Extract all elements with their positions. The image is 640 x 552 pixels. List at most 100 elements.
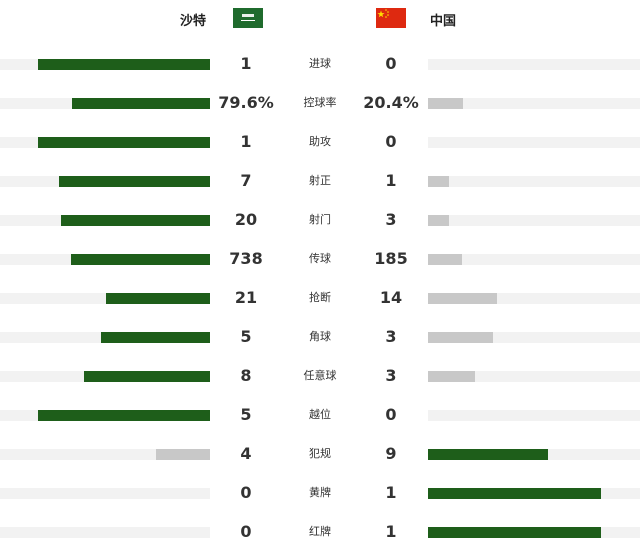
away-stat-value: 0 (385, 132, 397, 151)
stat-row: 7 射正 1 (0, 162, 640, 201)
away-bar-track (428, 488, 640, 499)
home-stat-value: 5 (240, 327, 252, 346)
away-stat-value: 3 (385, 327, 397, 346)
home-bar-fill (100, 332, 210, 343)
stat-row: 21 抢断 14 (0, 279, 640, 318)
stat-label: 犯规 (309, 447, 331, 460)
stat-row: 0 红牌 1 (0, 513, 640, 552)
stat-label: 越位 (309, 408, 331, 421)
away-bar-fill (428, 527, 601, 538)
home-stat-value: 5 (240, 405, 252, 424)
away-bar-track (428, 59, 640, 70)
away-stat-value: 14 (379, 288, 403, 307)
home-stat-value: 0 (240, 522, 252, 541)
home-bar-fill (60, 215, 210, 226)
home-bar-track (0, 98, 210, 109)
home-stat-value: 4 (240, 444, 252, 463)
away-stat-value: 1 (385, 171, 397, 190)
home-bar-track (0, 410, 210, 421)
stat-label: 黄牌 (309, 486, 331, 499)
home-bar-fill (72, 98, 210, 109)
away-bar-track (428, 410, 640, 421)
stat-row: 5 角球 3 (0, 318, 640, 357)
home-stat-value: 7 (240, 171, 252, 190)
away-bar-fill (428, 215, 450, 226)
home-bar-track (0, 137, 210, 148)
home-stat-value: 738 (229, 249, 263, 268)
home-bar-fill (37, 410, 210, 421)
away-bar-track (428, 176, 640, 187)
away-stat-value: 1 (385, 483, 397, 502)
stat-label: 任意球 (303, 369, 337, 382)
stat-label: 射门 (309, 213, 331, 226)
stat-label: 助攻 (309, 135, 331, 148)
home-stat-value: 1 (240, 132, 252, 151)
home-bar-fill (106, 293, 210, 304)
home-stat-value: 79.6% (218, 93, 274, 112)
home-stat-value: 21 (234, 288, 258, 307)
stat-row: 4 犯规 9 (0, 435, 640, 474)
away-bar-fill (428, 449, 548, 460)
away-team-name: 中国 (430, 14, 457, 29)
china-flag-icon (376, 8, 406, 28)
away-bar-fill (428, 98, 463, 109)
stat-row: 20 射门 3 (0, 201, 640, 240)
home-bar-track (0, 527, 210, 538)
away-bar-fill (428, 371, 475, 382)
away-bar-fill (428, 293, 497, 304)
away-bar-track (428, 293, 640, 304)
away-bar-track (428, 254, 640, 265)
home-bar-fill (37, 137, 210, 148)
home-bar-track (0, 488, 210, 499)
stat-label: 红牌 (309, 525, 331, 538)
stat-row: 1 进球 0 (0, 45, 640, 84)
stat-label: 传球 (309, 252, 331, 265)
home-bar-fill (37, 59, 210, 70)
away-stat-value: 3 (385, 366, 397, 385)
saudi-arabia-flag-icon (233, 8, 263, 28)
stats-table: 1 进球 0 79.6% 控球率 20.4% 1 助攻 0 7 射正 1 20 射门 3 738 传球 185 21… (0, 45, 640, 552)
home-bar-fill (84, 371, 210, 382)
home-bar-fill (71, 254, 210, 265)
away-bar-fill (428, 488, 601, 499)
away-bar-fill (428, 332, 493, 343)
match-header: 沙特 中国 (0, 0, 640, 36)
stat-label: 抢断 (309, 291, 331, 304)
away-bar-track (428, 527, 640, 538)
away-stat-value: 1 (385, 522, 397, 541)
away-stat-value: 3 (385, 210, 397, 229)
stat-row: 79.6% 控球率 20.4% (0, 84, 640, 123)
away-bar-fill (428, 176, 450, 187)
away-bar-track (428, 137, 640, 148)
away-stat-value: 9 (385, 444, 397, 463)
home-bar-track (0, 293, 210, 304)
home-stat-value: 8 (240, 366, 252, 385)
home-bar-track (0, 176, 210, 187)
away-stat-value: 0 (385, 54, 397, 73)
home-stat-value: 1 (240, 54, 252, 73)
stat-row: 8 任意球 3 (0, 357, 640, 396)
away-stat-value: 185 (374, 249, 408, 268)
away-bar-track (428, 332, 640, 343)
stat-label: 角球 (309, 330, 331, 343)
home-stat-value: 0 (240, 483, 252, 502)
home-bar-track (0, 215, 210, 226)
home-bar-fill (156, 449, 210, 460)
home-bar-track (0, 449, 210, 460)
home-bar-track (0, 332, 210, 343)
stat-row: 0 黄牌 1 (0, 474, 640, 513)
stat-row: 738 传球 185 (0, 240, 640, 279)
home-team-name: 沙特 (180, 14, 207, 29)
home-stat-value: 20 (234, 210, 258, 229)
away-bar-track (428, 449, 640, 460)
stat-row: 1 助攻 0 (0, 123, 640, 162)
home-bar-fill (58, 176, 210, 187)
away-bar-fill (428, 254, 462, 265)
away-stat-value: 0 (385, 405, 397, 424)
away-bar-track (428, 215, 640, 226)
stat-label: 控球率 (303, 96, 337, 109)
away-bar-track (428, 98, 640, 109)
stat-label: 进球 (309, 57, 331, 70)
home-bar-track (0, 254, 210, 265)
home-bar-track (0, 371, 210, 382)
